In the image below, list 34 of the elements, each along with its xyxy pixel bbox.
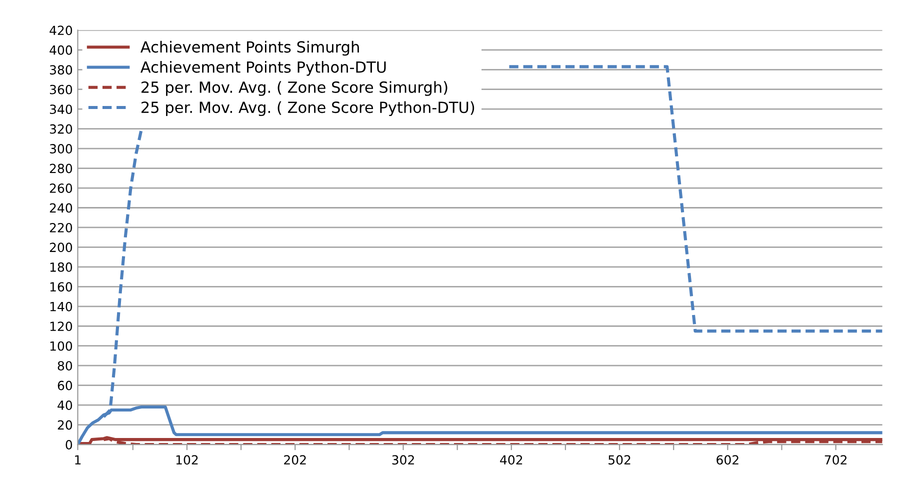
x-tick-label: 602 [716, 455, 738, 465]
y-tick-label: 140 [50, 302, 72, 312]
legend-label: Achievement Points Python-DTU [140, 61, 386, 76]
x-tick-label: 402 [500, 455, 522, 465]
y-tick-label: 340 [50, 104, 72, 114]
y-tick-label: 320 [50, 124, 72, 134]
y-tick-label: 200 [50, 242, 72, 252]
x-tick-label: 502 [608, 455, 630, 465]
x-tick-label: 1 [75, 455, 81, 464]
y-tick-label: 400 [50, 45, 72, 55]
y-tick-label: 20 [58, 420, 72, 430]
y-tick-label: 240 [50, 203, 72, 213]
y-tick-label: 120 [50, 322, 72, 332]
y-tick-label: 40 [58, 400, 72, 410]
y-tick-label: 380 [50, 65, 72, 75]
legend-label: Achievement Points Simurgh [140, 40, 359, 56]
legend-label: 25 per. Mov. Avg. ( Zone Score Python-DTU) [142, 101, 474, 116]
y-tick-label: 300 [50, 144, 72, 154]
x-tick-label: 702 [824, 455, 846, 465]
y-tick-label: 360 [50, 84, 72, 94]
y-tick-label: 180 [50, 262, 72, 272]
y-tick-label: 80 [58, 361, 72, 371]
y-tick-label: 220 [50, 222, 72, 232]
y-tick-label: 420 [50, 26, 72, 36]
y-tick-label: 60 [58, 380, 72, 390]
y-tick-label: 0 [66, 440, 72, 450]
y-tick-label: 160 [50, 282, 72, 292]
x-tick-label: 102 [176, 455, 198, 465]
y-tick-label: 100 [50, 341, 72, 351]
x-tick-label: 302 [392, 455, 414, 465]
legend-label: 25 per. Mov. Avg. ( Zone Score Simurgh) [142, 81, 448, 96]
y-tick-label: 260 [50, 183, 72, 193]
y-tick-label: 280 [50, 164, 72, 174]
x-tick-label: 202 [284, 455, 306, 465]
